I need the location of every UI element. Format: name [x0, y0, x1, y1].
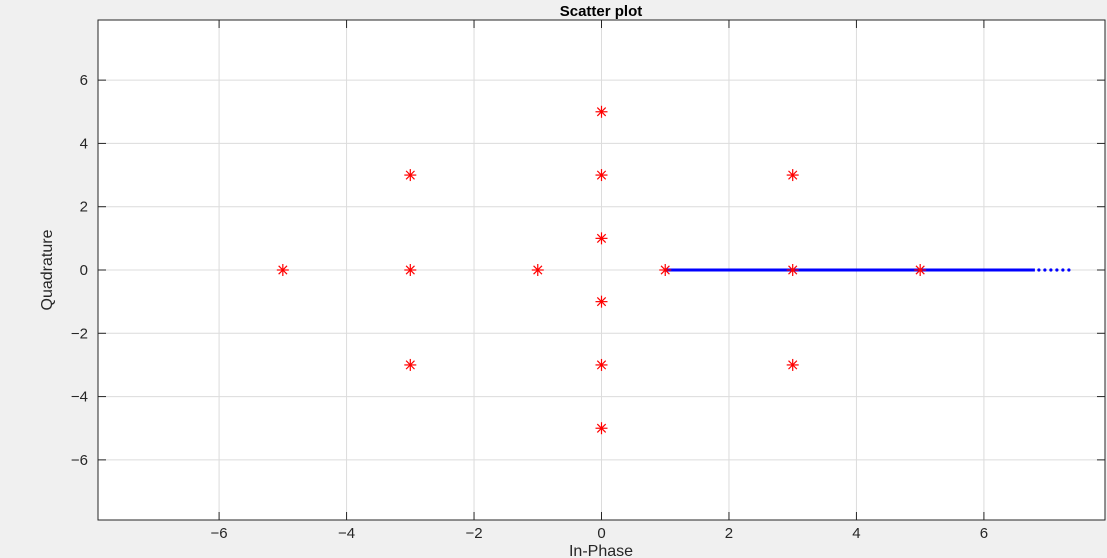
y-tick-label: −2	[71, 325, 88, 342]
received-signal-point	[1043, 268, 1046, 271]
y-tick-label: 4	[80, 135, 88, 152]
y-tick-label: 6	[80, 72, 88, 89]
x-tick-label: 0	[597, 525, 605, 542]
received-signal-point	[1049, 268, 1052, 271]
y-axis-label: Quadrature	[39, 229, 56, 310]
x-tick-label: −2	[465, 525, 482, 542]
y-tick-label: −4	[71, 389, 88, 406]
x-tick-label: 2	[725, 525, 733, 542]
y-tick-labels: −6 −4 −2 0 2 4 6	[71, 72, 88, 469]
y-tick-label: 2	[80, 199, 88, 216]
received-signal-point	[1037, 268, 1040, 271]
chart-title: Scatter plot	[560, 3, 643, 20]
y-tick-label: 0	[80, 262, 88, 279]
x-tick-labels: −6 −4 −2 0 2 4 6	[211, 525, 989, 542]
y-tick-label: −6	[71, 452, 88, 469]
x-tick-label: −6	[211, 525, 228, 542]
received-signal-point	[1055, 268, 1058, 271]
received-signal-point	[1067, 268, 1070, 271]
x-tick-label: 4	[852, 525, 860, 542]
x-axis-label: In-Phase	[569, 543, 633, 558]
x-tick-label: 6	[980, 525, 988, 542]
received-signal-point	[1061, 268, 1064, 271]
x-tick-label: −4	[338, 525, 355, 542]
